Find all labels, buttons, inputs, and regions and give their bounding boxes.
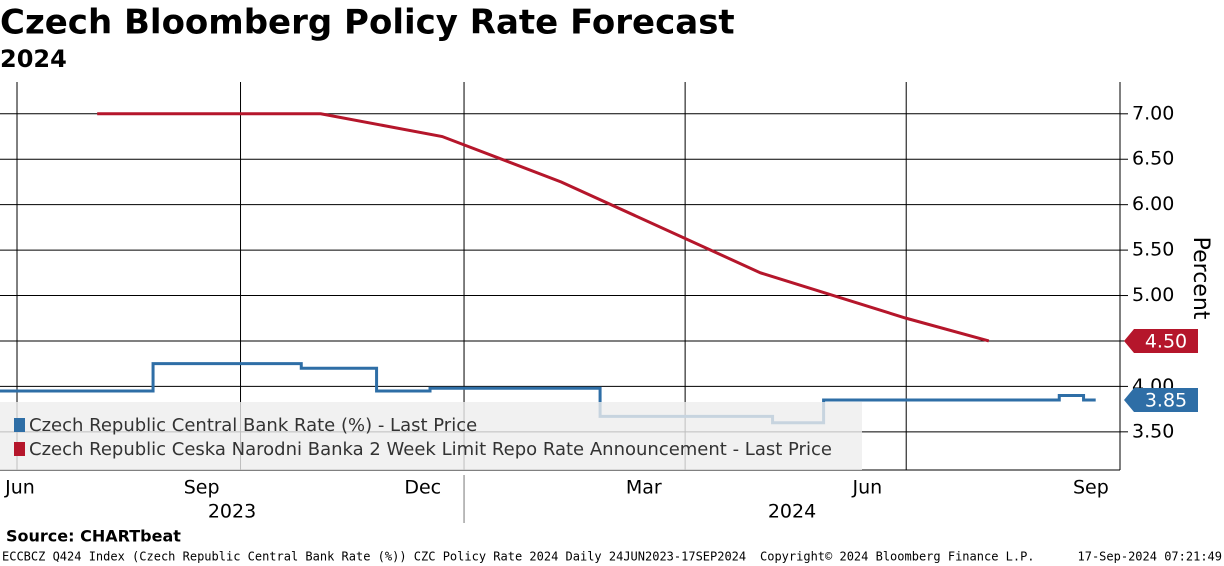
series-line [97, 112, 990, 343]
chart-subtitle: 2024 [0, 45, 67, 73]
x-tick-label: Jun [851, 477, 882, 499]
y-axis-label: Percent [1188, 237, 1213, 320]
legend-box [0, 402, 862, 470]
last-value-tag [1124, 328, 1198, 353]
last-value-label: 3.85 [1145, 390, 1187, 412]
y-tick-label: 7.00 [1132, 102, 1174, 124]
y-tick-label: 5.50 [1132, 239, 1174, 261]
x-tick-label: Sep [1073, 477, 1109, 499]
y-tick-label: 5.00 [1132, 284, 1174, 306]
x-tick-label: Sep [184, 477, 220, 499]
legend-swatch [14, 418, 25, 432]
year-label: 2023 [208, 501, 256, 523]
last-value-tag [1124, 388, 1198, 413]
footer-center: Copyright© 2024 Bloomberg Finance L.P. [760, 550, 1035, 564]
chart-title: Czech Bloomberg Policy Rate Forecast [0, 3, 735, 43]
source: Source: CHARTbeat [6, 527, 181, 546]
x-tick-label: Dec [404, 477, 441, 499]
year-label: 2024 [768, 501, 816, 523]
footer-right: 17-Sep-2024 07:21:49 [1078, 550, 1223, 564]
legend-swatch [14, 442, 25, 456]
legend-label: Czech Republic Central Bank Rate (%) - L… [29, 415, 477, 436]
legend: Czech Republic Central Bank Rate (%) - L… [0, 402, 862, 470]
y-tick-label: 3.50 [1132, 420, 1174, 442]
x-tick-label: Mar [626, 477, 662, 499]
y-tick-label: 6.50 [1132, 148, 1174, 170]
legend-label: Czech Republic Ceska Narodni Banka 2 Wee… [29, 439, 832, 460]
x-tick-label: Jun [4, 477, 35, 499]
last-value-label: 4.50 [1145, 330, 1187, 352]
footer-left: ECCBCZ Q424 Index (Czech Republic Centra… [2, 550, 746, 564]
y-tick-label: 6.00 [1132, 193, 1174, 215]
